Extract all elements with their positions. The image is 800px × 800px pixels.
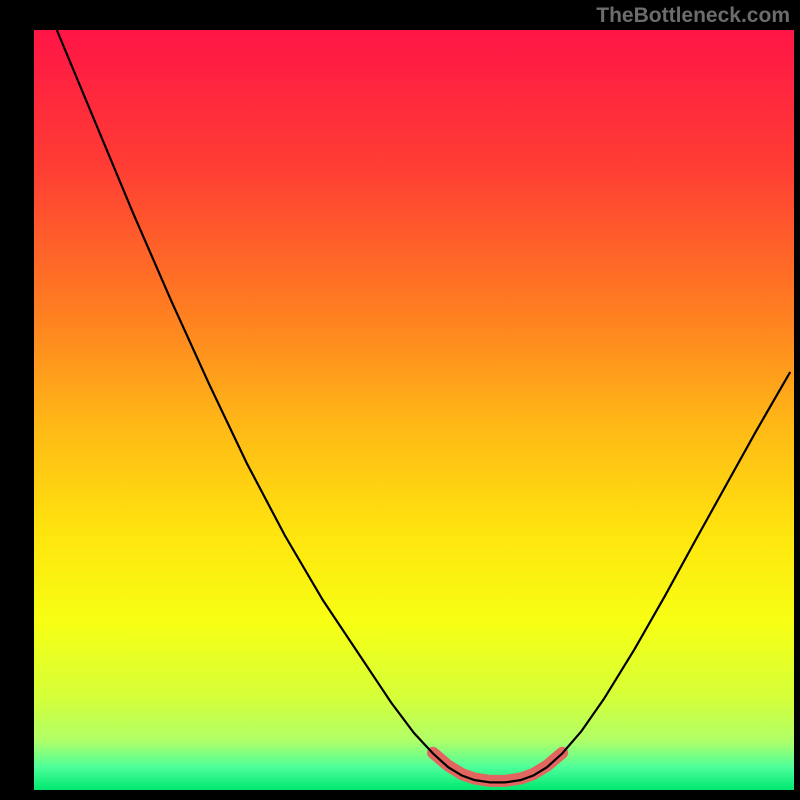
chart-canvas: TheBottleneck.com [0,0,800,800]
watermark-text: TheBottleneck.com [596,4,790,28]
plot-svg [34,30,794,790]
gradient-background [34,30,794,790]
plot-area [34,30,794,790]
